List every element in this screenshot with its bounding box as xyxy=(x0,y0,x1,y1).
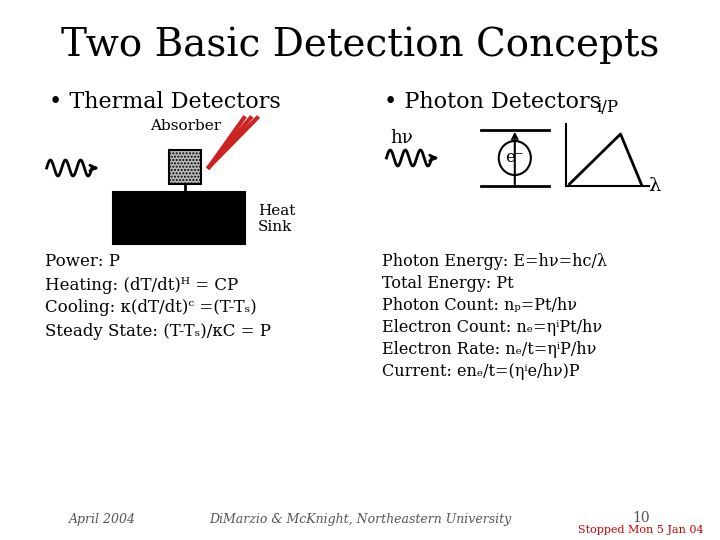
Bar xyxy=(169,150,202,184)
Text: Photon Energy: E=hν=hc/λ: Photon Energy: E=hν=hc/λ xyxy=(382,253,607,271)
Text: Electron Count: nₑ=ηⁱPt/hν: Electron Count: nₑ=ηⁱPt/hν xyxy=(382,320,602,336)
Text: Power: P: Power: P xyxy=(45,253,120,271)
Text: Cooling: κ(dT/dt)ᶜ =(T-Tₛ): Cooling: κ(dT/dt)ᶜ =(T-Tₛ) xyxy=(45,300,256,316)
Text: DiMarzio & McKnight, Northeastern University: DiMarzio & McKnight, Northeastern Univer… xyxy=(209,514,511,526)
Text: 10: 10 xyxy=(632,511,650,525)
Text: λ: λ xyxy=(648,177,661,195)
Text: Current: enₑ/t=(ηⁱe/hν)P: Current: enₑ/t=(ηⁱe/hν)P xyxy=(382,363,580,381)
Text: Absorber: Absorber xyxy=(150,119,221,133)
Text: hν: hν xyxy=(390,129,413,147)
Text: Photon Count: nₚ=Pt/hν: Photon Count: nₚ=Pt/hν xyxy=(382,298,577,314)
Text: April 2004: April 2004 xyxy=(69,514,136,526)
Text: Stopped Mon 5 Jan 04: Stopped Mon 5 Jan 04 xyxy=(578,525,704,535)
Text: e⁻: e⁻ xyxy=(505,150,524,166)
Text: Two Basic Detection Concepts: Two Basic Detection Concepts xyxy=(60,26,660,64)
Text: i/P: i/P xyxy=(596,99,618,117)
Text: Electron Rate: nₑ/t=ηⁱP/hν: Electron Rate: nₑ/t=ηⁱP/hν xyxy=(382,341,596,359)
Text: Total Energy: Pt: Total Energy: Pt xyxy=(382,275,513,293)
Text: • Thermal Detectors: • Thermal Detectors xyxy=(48,91,280,113)
Text: Steady State: (T-Tₛ)/κC = P: Steady State: (T-Tₛ)/κC = P xyxy=(45,322,271,340)
Text: Heat: Heat xyxy=(258,204,295,218)
Text: Heating: (dT/dt)ᴴ = CP: Heating: (dT/dt)ᴴ = CP xyxy=(45,276,238,294)
Bar xyxy=(113,192,245,244)
Text: • Photon Detectors: • Photon Detectors xyxy=(384,91,600,113)
Text: Sink: Sink xyxy=(258,220,292,234)
